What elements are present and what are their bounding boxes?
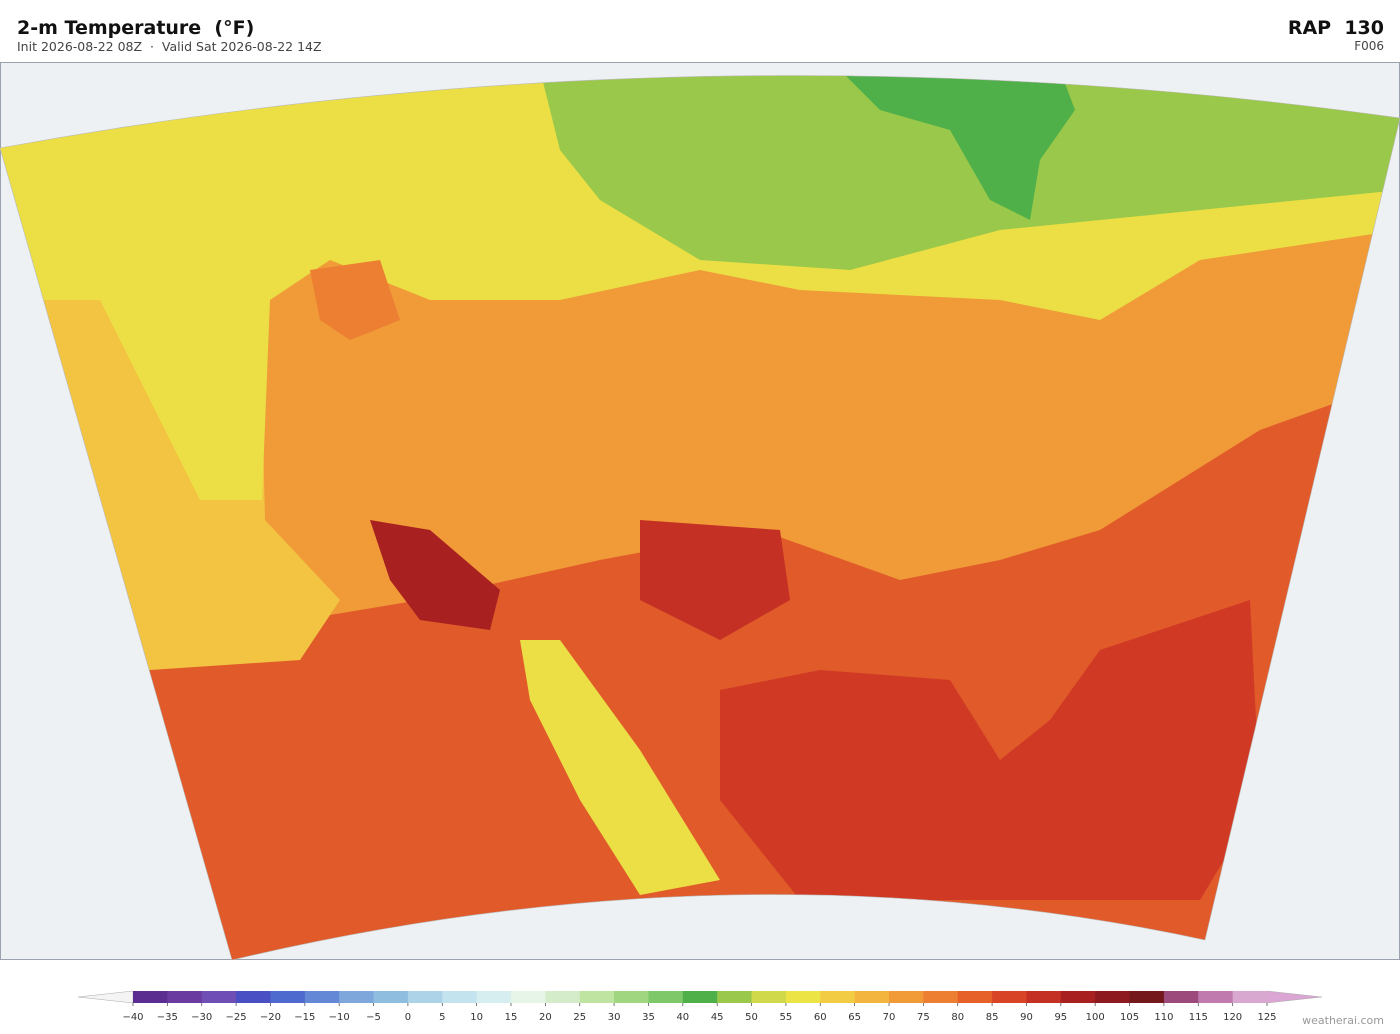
colorbar-bin xyxy=(992,991,1027,1003)
map-subtitle: Init 2026-08-22 08Z · Valid Sat 2026-08-… xyxy=(17,39,322,54)
colorbar-bin xyxy=(889,991,924,1003)
colorbar-bin xyxy=(1095,991,1131,1003)
colorbar-bin xyxy=(270,991,306,1003)
colorbar-over xyxy=(1266,990,1323,1004)
colorbar-tick-label: 25 xyxy=(573,1012,586,1023)
colorbar-tick-label: 55 xyxy=(780,1012,793,1023)
colorbar-under xyxy=(77,990,134,1004)
colorbar-bin xyxy=(1198,991,1234,1003)
map xyxy=(0,62,1400,961)
temperature-field xyxy=(0,75,1400,961)
colorbar-bin xyxy=(820,991,856,1003)
colorbar-tick-label: 70 xyxy=(883,1012,896,1023)
colorbar-bin xyxy=(304,991,340,1003)
colorbar-tick-label: 125 xyxy=(1257,1012,1276,1023)
colorbar-tick-label: 100 xyxy=(1086,1012,1105,1023)
colorbar-bin xyxy=(648,991,684,1003)
colorbar-tick-label: 20 xyxy=(539,1012,552,1023)
colorbar-bin xyxy=(511,991,546,1003)
colorbar: −40 −35 −30 −25 −20 −15 −10 −5 0 5 10 15 20 25 30 35 40 4… xyxy=(77,990,1323,1023)
colorbar-bin xyxy=(1232,991,1268,1003)
colorbar-tick-label: −15 xyxy=(294,1012,315,1023)
map-title: 2-m Temperature (°F) xyxy=(17,17,254,39)
colorbar-bin xyxy=(407,991,443,1003)
colorbar-tick-label: 15 xyxy=(505,1012,518,1023)
colorbar-bin xyxy=(785,991,821,1003)
colorbar-bin xyxy=(1129,991,1165,1003)
colorbar-tick-label: 120 xyxy=(1223,1012,1242,1023)
colorbar-bin xyxy=(682,991,718,1003)
colorbar-tick-label: 5 xyxy=(439,1012,445,1023)
model-name: RAP 130 xyxy=(1288,17,1384,39)
colorbar-tick-label: −25 xyxy=(226,1012,247,1023)
colorbar-tick-label: −20 xyxy=(260,1012,281,1023)
colorbar-tick-label: 35 xyxy=(642,1012,655,1023)
colorbar-bin xyxy=(614,991,649,1003)
colorbar-tick-label: 95 xyxy=(1054,1012,1067,1023)
colorbar-bin xyxy=(751,991,787,1003)
colorbar-bin xyxy=(579,991,615,1003)
colorbar-tick-label: −40 xyxy=(122,1012,143,1023)
forecast-hour: F006 xyxy=(1354,39,1384,53)
colorbar-bin xyxy=(201,991,237,1003)
colorbar-tick-label: 75 xyxy=(917,1012,930,1023)
colorbar-bin xyxy=(442,991,478,1003)
colorbar-bin xyxy=(854,991,890,1003)
colorbar-bin xyxy=(167,991,203,1003)
colorbar-tick-label: −10 xyxy=(329,1012,350,1023)
colorbar-bin xyxy=(476,991,512,1003)
colorbar-tick-label: 60 xyxy=(814,1012,827,1023)
colorbar-bin xyxy=(1026,991,1062,1003)
colorbar-bin xyxy=(373,991,409,1003)
colorbar-bin xyxy=(717,991,753,1003)
colorbar-tick-label: 50 xyxy=(745,1012,758,1023)
colorbar-tick-label: −30 xyxy=(191,1012,212,1023)
colorbar-bin xyxy=(339,991,375,1003)
watermark: weatherai.com xyxy=(1302,1014,1384,1027)
colorbar-tick-label: 90 xyxy=(1020,1012,1033,1023)
colorbar-bin xyxy=(133,991,168,1003)
domain-outline xyxy=(0,75,1400,961)
colorbar-bin xyxy=(1163,991,1199,1003)
colorbar-tick-label: 30 xyxy=(608,1012,621,1023)
colorbar-tick-label: 80 xyxy=(951,1012,964,1023)
colorbar-tick-label: −35 xyxy=(157,1012,178,1023)
colorbar-tick-label: 115 xyxy=(1189,1012,1208,1023)
colorbar-bin xyxy=(957,991,993,1003)
colorbar-tick-label: 45 xyxy=(711,1012,724,1023)
colorbar-bin xyxy=(545,991,581,1003)
colorbar-bin xyxy=(923,991,959,1003)
colorbar-tick-label: 0 xyxy=(405,1012,411,1023)
colorbar-tick-label: 85 xyxy=(986,1012,999,1023)
colorbar-tick-label: 10 xyxy=(470,1012,483,1023)
colorbar-bin xyxy=(236,991,271,1003)
colorbar-tick-label: 105 xyxy=(1120,1012,1139,1023)
colorbar-tick-label: 40 xyxy=(676,1012,689,1023)
colorbar-tick-label: −5 xyxy=(366,1012,381,1023)
colorbar-tick-label: 110 xyxy=(1154,1012,1173,1023)
colorbar-bin xyxy=(1060,991,1096,1003)
colorbar-tick-label: 65 xyxy=(848,1012,861,1023)
